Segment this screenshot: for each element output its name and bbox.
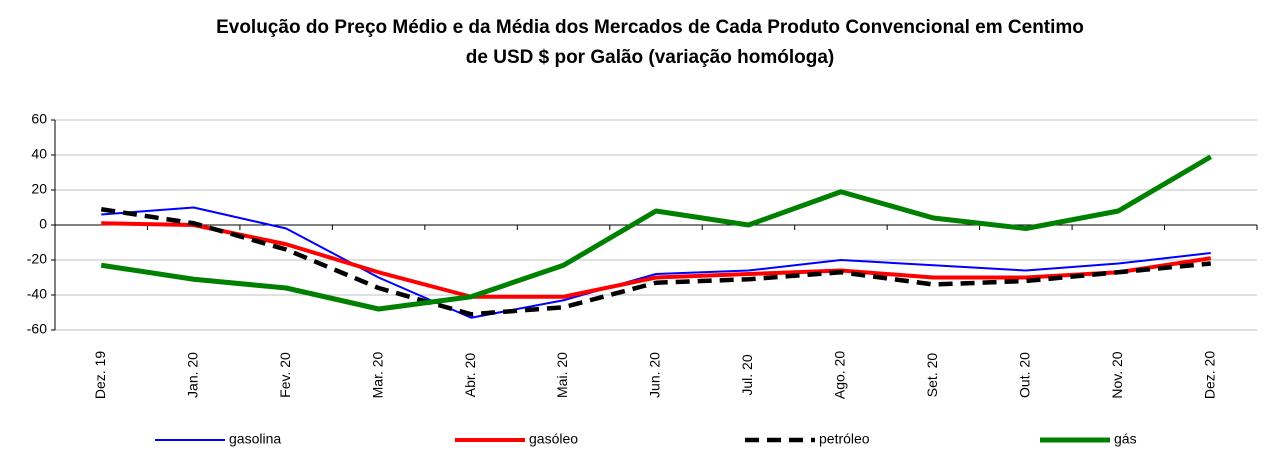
y-tick-label: -20 — [27, 251, 47, 267]
y-tick-label: 20 — [31, 181, 47, 197]
x-tick-label: Mai. 20 — [554, 352, 570, 398]
y-tick-label: -60 — [27, 321, 47, 337]
legend-label: gasóleo — [529, 431, 578, 447]
x-tick-label: Nov. 20 — [1109, 351, 1125, 398]
legend-label: gasolina — [229, 431, 281, 447]
legend-label: gás — [1114, 431, 1137, 447]
x-tick-label: Mar. 20 — [369, 351, 385, 398]
x-tick-label: Jul. 20 — [739, 354, 755, 395]
x-tick-label: Dez. 19 — [92, 351, 108, 399]
series-line — [101, 221, 1212, 299]
chart-title: Evolução do Preço Médio e da Média dos M… — [216, 17, 1084, 38]
y-tick-label: 60 — [31, 111, 47, 127]
x-tick-label: Fev. 20 — [277, 352, 293, 398]
y-tick-label: -40 — [27, 286, 47, 302]
series-line — [100, 154, 1213, 312]
y-tick-label: 0 — [39, 216, 47, 232]
x-tick-label: Jun. 20 — [647, 352, 663, 398]
x-tick-label: Jan. 20 — [184, 352, 200, 398]
y-tick-label: 40 — [31, 146, 47, 162]
chart-title: de USD $ por Galão (variação homóloga) — [466, 47, 834, 68]
x-tick-label: Out. 20 — [1017, 352, 1033, 398]
series-line — [101, 206, 1211, 319]
x-tick-label: Ago. 20 — [832, 351, 848, 399]
x-tick-label: Abr. 20 — [462, 353, 478, 398]
x-tick-label: Set. 20 — [924, 353, 940, 398]
legend-label: petróleo — [819, 431, 870, 447]
series-line — [100, 207, 1211, 317]
x-tick-label: Dez. 20 — [1201, 351, 1217, 399]
